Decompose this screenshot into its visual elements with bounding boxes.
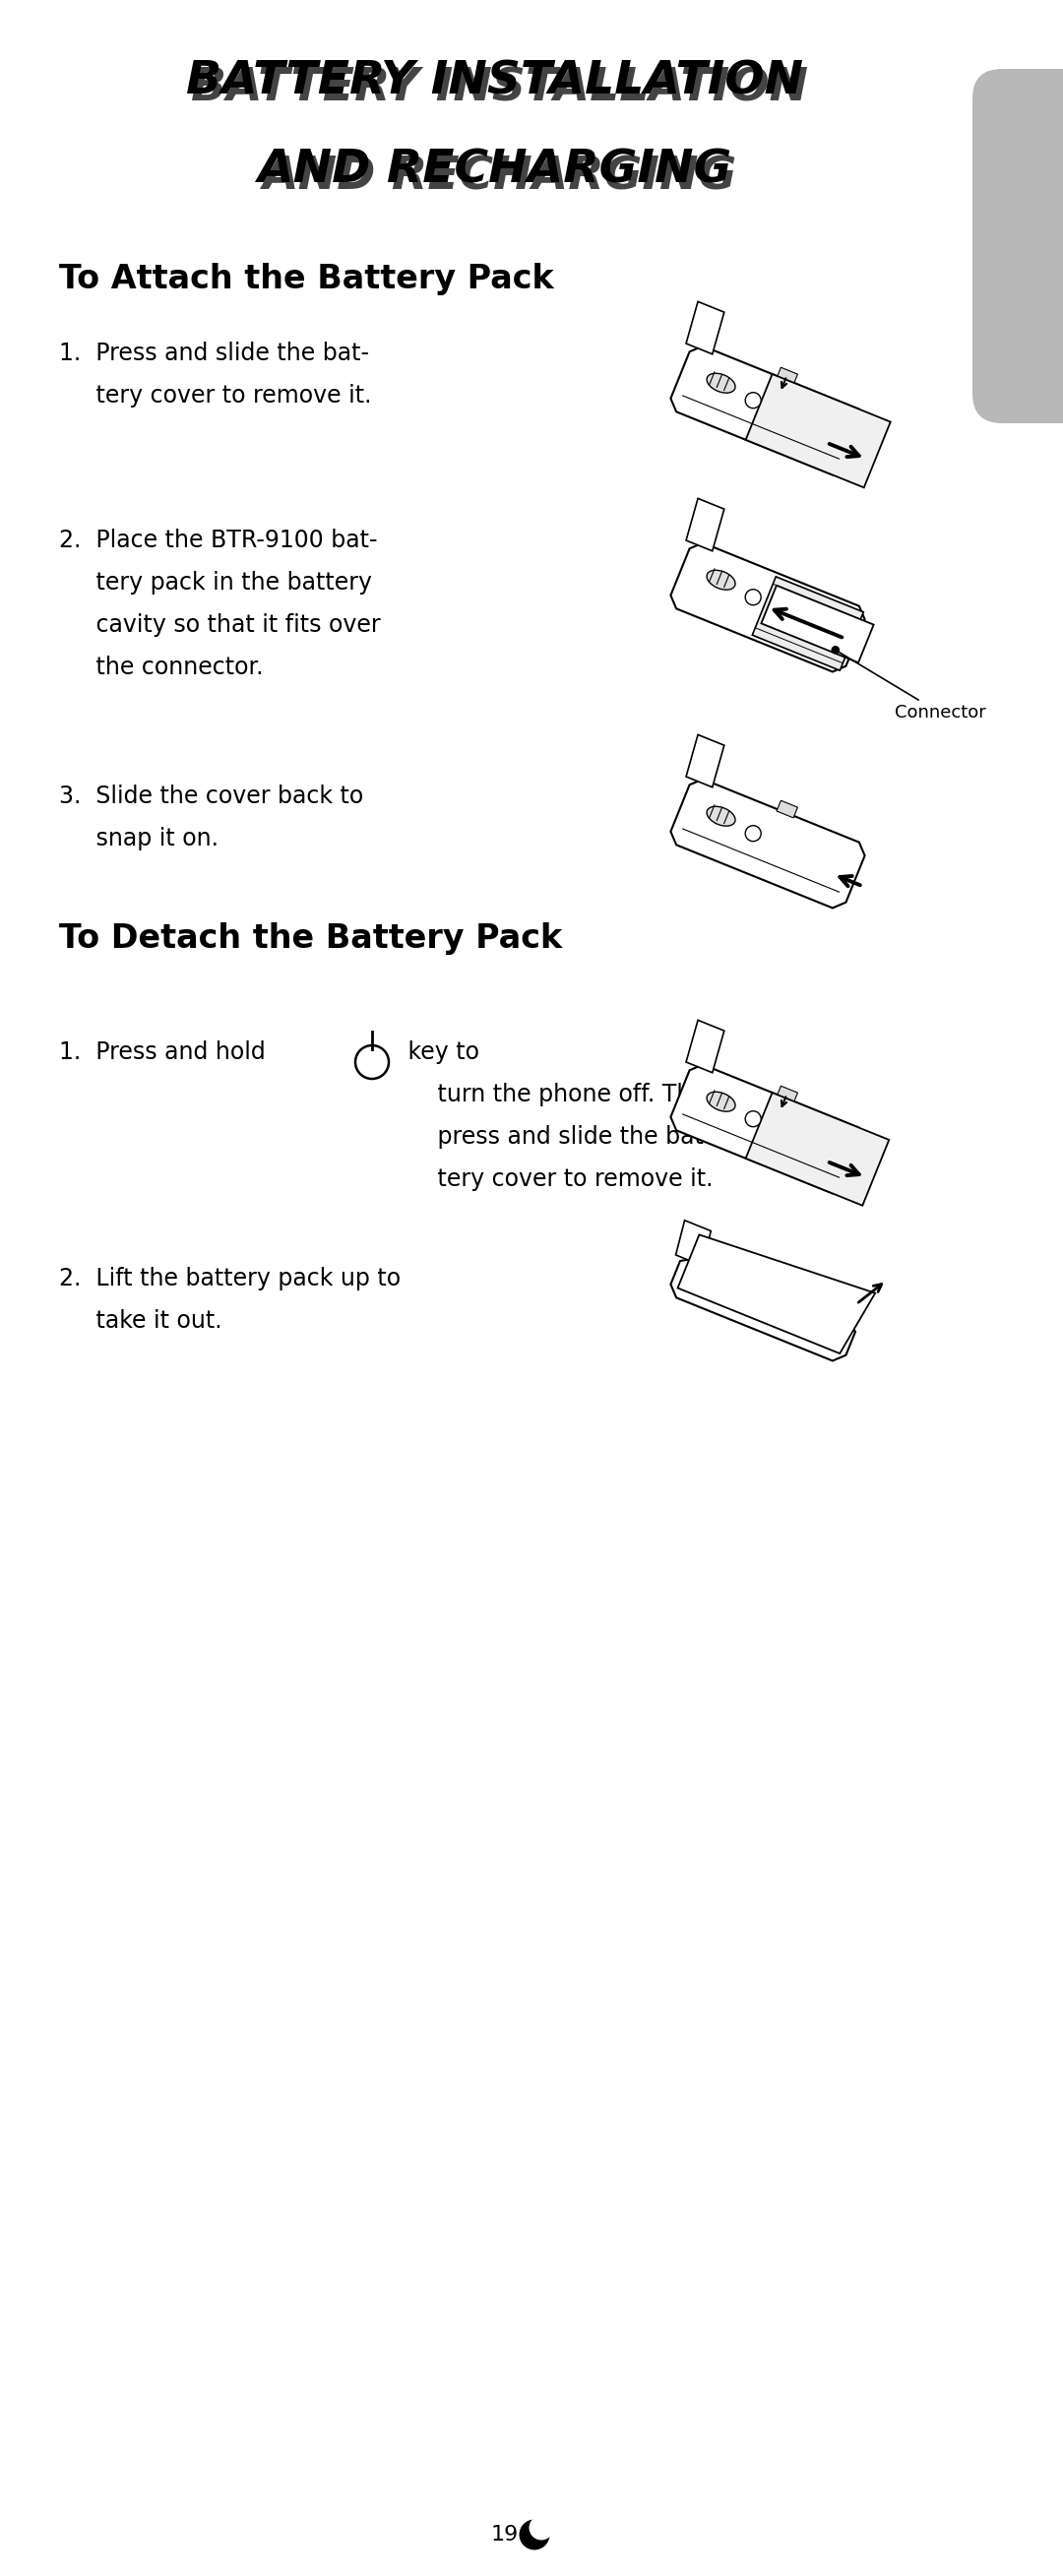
Ellipse shape [707,806,736,827]
Text: BATTERY INSTALLATION: BATTERY INSTALLATION [191,67,808,111]
Ellipse shape [707,374,736,394]
Polygon shape [676,1221,711,1265]
Ellipse shape [701,1273,729,1293]
Polygon shape [777,368,797,384]
Polygon shape [686,301,724,353]
Text: 1.  Press and hold: 1. Press and hold [60,1041,273,1064]
Ellipse shape [707,1092,736,1110]
Circle shape [745,392,761,407]
Text: AND RECHARGING: AND RECHARGING [263,155,737,198]
Circle shape [745,590,761,605]
Polygon shape [777,1087,797,1103]
Text: To Detach the Battery Pack: To Detach the Battery Pack [60,922,562,956]
Polygon shape [686,497,724,551]
Circle shape [745,824,761,842]
Circle shape [519,2519,550,2550]
Text: BATTERY INSTALLATION: BATTERY INSTALLATION [186,59,804,103]
Circle shape [745,1110,761,1126]
FancyBboxPatch shape [973,70,1063,422]
Polygon shape [686,1020,724,1072]
Text: To Attach the Battery Pack: To Attach the Battery Pack [60,263,554,296]
Polygon shape [671,778,865,907]
Polygon shape [686,734,724,788]
Circle shape [832,647,839,654]
Polygon shape [671,1260,856,1360]
Text: 1.  Press and slide the bat-
     tery cover to remove it.: 1. Press and slide the bat- tery cover t… [60,343,372,407]
Polygon shape [745,1092,889,1206]
Polygon shape [671,345,865,474]
Text: key to
     turn the phone off. Then
     press and slide the bat-
     tery cov: key to turn the phone off. Then press an… [401,1041,721,1190]
Polygon shape [671,1064,865,1193]
Polygon shape [745,374,891,487]
Polygon shape [761,585,874,662]
Text: 19: 19 [491,2524,519,2545]
Text: 2.  Place the BTR-9100 bat-
     tery pack in the battery
     cavity so that it: 2. Place the BTR-9100 bat- tery pack in … [60,528,381,680]
Circle shape [529,2514,554,2540]
Text: AND RECHARGING: AND RECHARGING [257,149,732,193]
Ellipse shape [707,569,736,590]
Text: 3.  Slide the cover back to
     snap it on.: 3. Slide the cover back to snap it on. [60,786,364,850]
Text: Connector: Connector [838,652,985,721]
Polygon shape [678,1234,875,1352]
Polygon shape [777,801,797,817]
Circle shape [739,1296,755,1311]
Polygon shape [753,577,863,670]
Text: 2.  Lift the battery pack up to
     take it out.: 2. Lift the battery pack up to take it o… [60,1267,401,1332]
Polygon shape [671,544,865,672]
